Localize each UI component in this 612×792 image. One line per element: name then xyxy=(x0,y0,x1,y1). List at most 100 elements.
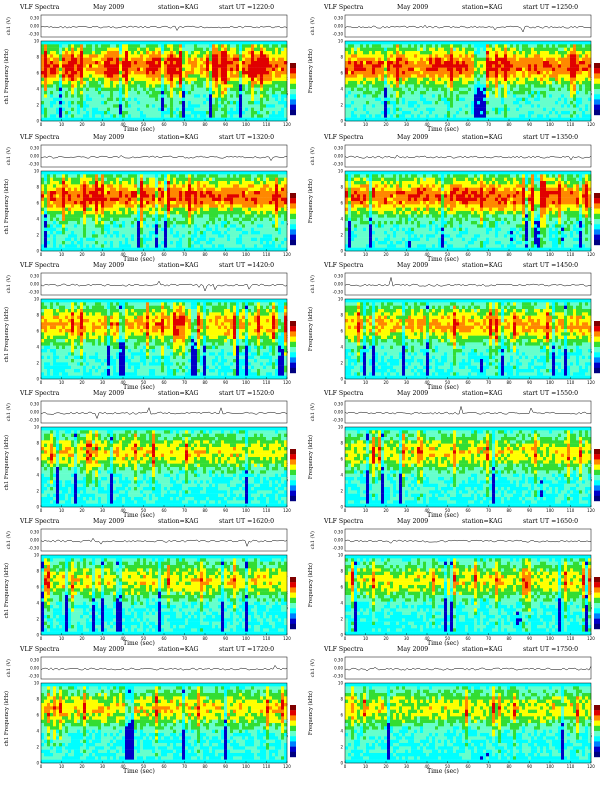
spectrogram-cell xyxy=(516,47,520,52)
spectrogram-cell xyxy=(53,67,57,72)
spectrogram-cell xyxy=(143,87,147,92)
spectrogram-cell xyxy=(459,87,463,92)
spectrogram-cell xyxy=(501,44,505,48)
spectrogram-cell xyxy=(164,247,168,252)
spectrogram-cell xyxy=(248,51,252,55)
spectrogram-cell xyxy=(423,77,427,82)
spectrogram-cell xyxy=(194,51,198,55)
spectrogram-cell xyxy=(116,64,120,68)
spectrogram-cell xyxy=(44,91,48,95)
spectrogram-cell xyxy=(50,111,54,115)
spectrogram-cell xyxy=(209,114,213,118)
spectrogram-cell xyxy=(522,81,526,85)
spectrogram-cell xyxy=(215,101,219,105)
spectrogram-cell xyxy=(83,57,87,62)
spectrogram-cell xyxy=(221,57,225,62)
spectrogram-cell xyxy=(272,87,276,92)
spectrogram-cell xyxy=(188,101,192,105)
spectrogram-cell xyxy=(444,64,448,68)
spectrogram-cell xyxy=(501,47,505,52)
spectrogram-cell xyxy=(260,104,264,108)
spectrogram-cell xyxy=(224,94,228,98)
spectrogram-cell xyxy=(233,84,237,88)
spectrogram-cell xyxy=(411,74,415,78)
spectrogram-cell xyxy=(363,101,367,105)
spectrogram-cell xyxy=(62,44,66,48)
spectrogram-cell xyxy=(98,44,102,48)
spectrogram-cell xyxy=(230,74,234,78)
spectrogram-cell xyxy=(194,97,198,102)
spectrogram-cell xyxy=(378,104,382,108)
spectrogram-cell xyxy=(110,237,114,242)
spectrogram-cell xyxy=(251,104,255,108)
spectrogram-cell xyxy=(399,111,403,115)
spectrogram-cell xyxy=(209,54,213,58)
spectrogram-cell xyxy=(71,194,75,198)
spectrogram-cell xyxy=(65,197,69,202)
spectrogram-cell xyxy=(567,114,571,118)
spectrogram-cell xyxy=(128,214,132,218)
spectrogram-cell xyxy=(495,64,499,68)
spectrogram-cell xyxy=(137,57,141,62)
spectrogram-cell xyxy=(357,77,361,82)
spectrogram-cell xyxy=(179,207,183,212)
spectrogram-cell xyxy=(71,51,75,55)
spectrogram-cell xyxy=(522,94,526,98)
spectrogram-cell xyxy=(134,177,138,182)
spectrogram-cell xyxy=(68,237,72,242)
spectrogram-cell xyxy=(83,91,87,95)
spectrogram-cell xyxy=(588,54,592,58)
spectrogram-cell xyxy=(227,51,231,55)
spectrogram-cell xyxy=(576,57,580,62)
spectrogram-cell xyxy=(200,54,204,58)
spectrogram-cell xyxy=(480,57,484,62)
spectrogram-cell xyxy=(537,51,541,55)
spectrogram-cell xyxy=(495,71,499,75)
spectrogram-cell xyxy=(179,204,183,208)
spectrogram-cell xyxy=(254,61,258,65)
spectrogram-cell xyxy=(537,87,541,92)
spectrogram-cell xyxy=(170,91,174,95)
spectrogram-cell xyxy=(432,64,436,68)
spectrogram-cell xyxy=(71,211,75,215)
spectrogram-cell xyxy=(116,54,120,58)
spectrogram-cell xyxy=(131,231,135,235)
spectrogram-cell xyxy=(71,67,75,72)
spectrogram-cell xyxy=(588,51,592,55)
spectrogram-cell xyxy=(495,111,499,115)
spectrogram-cell xyxy=(41,217,45,222)
spectrogram-cell xyxy=(492,104,496,108)
spectrogram-cell xyxy=(357,47,361,52)
spectrogram-cell xyxy=(519,61,523,65)
spectrogram-cell xyxy=(119,71,123,75)
spectrogram-cell xyxy=(131,97,135,102)
spectrogram-cell xyxy=(56,211,60,215)
spectrogram-cell xyxy=(47,217,51,222)
spectrogram-cell xyxy=(80,174,84,178)
spectrogram-cell xyxy=(194,107,198,112)
spectrogram-cell xyxy=(119,204,123,208)
spectrogram-cell xyxy=(218,47,222,52)
spectrogram-cell xyxy=(74,51,78,55)
spectrogram-cell xyxy=(468,44,472,48)
spectrogram-cell xyxy=(53,221,57,225)
spectrogram-cell xyxy=(582,111,586,115)
spectrogram-cell xyxy=(155,174,159,178)
spectrogram-cell xyxy=(182,64,186,68)
spectrogram-cell xyxy=(50,51,54,55)
spectrogram-cell xyxy=(113,111,117,115)
spectrogram-cell xyxy=(504,71,508,75)
spectrogram-cell xyxy=(80,91,84,95)
spectrogram-cell xyxy=(468,91,472,95)
spectrogram-cell xyxy=(197,57,201,62)
spectrogram-cell xyxy=(125,81,129,85)
spectrogram-cell xyxy=(351,74,355,78)
spectrogram-cell xyxy=(158,231,162,235)
spectrogram-cell xyxy=(543,97,547,102)
spectrogram-cell xyxy=(173,47,177,52)
colorbar-segment xyxy=(594,68,600,74)
spectrogram-cell xyxy=(447,94,451,98)
spectrogram-cell xyxy=(272,54,276,58)
spectrogram-cell xyxy=(167,187,171,192)
spectrogram-cell xyxy=(531,111,535,115)
